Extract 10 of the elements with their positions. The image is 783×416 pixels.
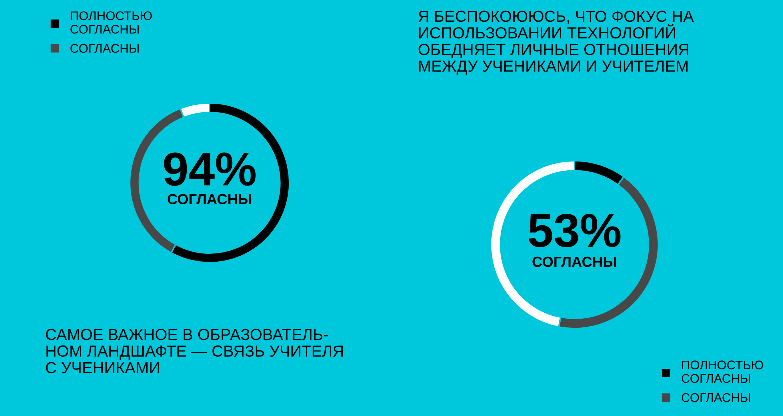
- chart-title: Я БЕСПОКОЮЮСЬ, ЧТО ФОКУС НА ИСПОЛЬЗОВАНИИ ТЕХНОЛОГИЙ ОБЕДНЯЕТ ЛИЧНЫЕ ОТНОШЕНИЯ МЕЖДУ УЧЕНИКАМИ И УЧИТЕЛЕМ: [418, 10, 694, 76]
- text: 53%: [528, 214, 621, 248]
- text: СОГЛАСНЫ: [168, 194, 252, 205]
- legend-label: ПОЛНОСТЬЮ СОГЛАСНЫ: [682, 360, 764, 384]
- legend-label: ПОЛНОСТЬЮ СОГЛАСНЫ: [70, 12, 152, 34]
- text: 94%: [164, 152, 256, 186]
- legend-label: СОГЛАСНЫ: [682, 393, 750, 402]
- text: САМОЕ ВАЖНОЕ В ОБРАЗОВАТЕЛЬ- НОМ ЛАНДШАФТЕ — СВЯЗЬ УЧИТЕЛЯ С УЧЕНИКАМИ: [46, 329, 343, 374]
- text: СОГЛАСНЫ: [532, 256, 616, 268]
- legend-label: СОГЛАСНЫ: [70, 44, 139, 54]
